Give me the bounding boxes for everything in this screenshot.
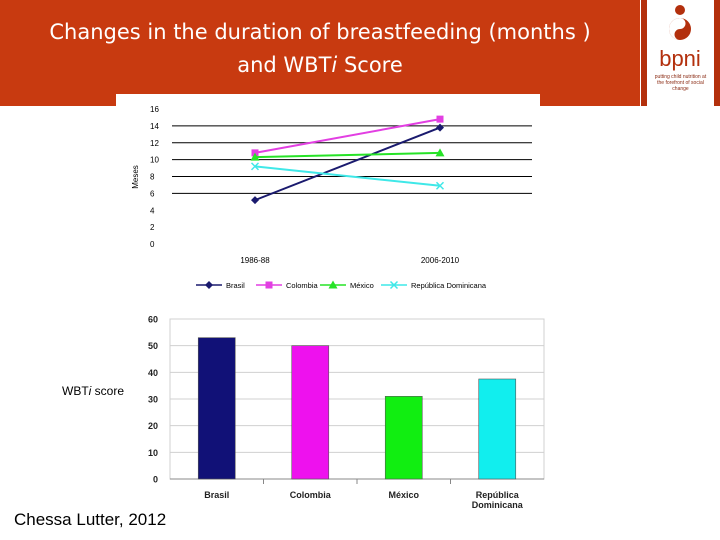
line-chart-xtick-label: 2006-2010 [421, 256, 460, 265]
logo-head-icon [675, 5, 685, 15]
bar-chart-xtick-label: República [476, 490, 520, 500]
line-chart-ytick-label: 10 [150, 156, 159, 165]
title-line-2: and WBTi Score [0, 49, 640, 82]
line-chart-marker [435, 181, 445, 190]
title-line-2-prefix: and WBT [237, 53, 332, 77]
citation: Chessa Lutter, 2012 [14, 510, 167, 529]
wbti-label-suffix: score [91, 384, 125, 398]
line-chart-ytick-label: 2 [150, 223, 155, 232]
bar-chart-bars [197, 337, 517, 480]
bar-chart-xtick-label: México [388, 490, 419, 500]
line-chart-marker [436, 115, 444, 123]
line-chart: Meses 0 2 4 6 8 10 12 14 16 1986-88 2006-2010 Bra… [116, 94, 540, 292]
line-chart-marker [435, 148, 445, 157]
bpni-logo-mark: bpni [659, 5, 701, 71]
line-chart-marker [205, 281, 213, 289]
bar-chart-xtick-label: Colombia [290, 490, 332, 500]
logo-yin-yang-swirl [669, 18, 686, 40]
bar-chart-bar [478, 378, 517, 480]
title-banner [0, 0, 640, 106]
line-chart-xticks: 1986-88 2006-2010 [240, 256, 459, 265]
line-chart-legend-label: México [350, 281, 374, 290]
line-chart-marker [265, 281, 273, 289]
line-chart-ytick-label: 16 [150, 105, 159, 114]
bar-chart-ytick-label: 0 [153, 475, 158, 485]
line-chart-ytick-label: 12 [150, 139, 159, 148]
line-chart-ytick-label: 4 [150, 206, 155, 215]
line-chart-yticks: 0 2 4 6 8 10 12 14 16 [150, 105, 159, 249]
wbti-label-prefix: WBT [62, 384, 89, 398]
line-chart-xtick-label: 1986-88 [240, 256, 270, 265]
line-chart-series-line [254, 126, 441, 202]
wbti-label-italic: i [88, 384, 92, 398]
bar-chart-xtick-label: Dominicana [472, 500, 524, 510]
logo-tagline: putting child nutrition at the forefront… [654, 74, 707, 92]
line-chart-marker [328, 280, 338, 289]
line-chart-series-line [254, 165, 441, 187]
line-chart-marker [389, 280, 399, 290]
bar-chart-ytick-label: 50 [148, 341, 158, 351]
bpni-logo: bpni putting child nutrition at the fore… [641, 0, 720, 106]
title-line-2-suffix: Score [337, 53, 403, 77]
line-chart-marker [250, 162, 260, 171]
bpni-logo-panel: bpni putting child nutrition at the fore… [647, 0, 714, 106]
line-chart-marker [250, 152, 260, 161]
bar-chart-bar [197, 337, 236, 480]
logo-text: bpni [659, 46, 701, 71]
title-line-1: Changes in the duration of breastfeeding… [49, 20, 591, 44]
line-chart-ytick-label: 14 [150, 122, 159, 131]
bar-chart-ytick-label: 40 [148, 368, 158, 378]
title-line-2-italic: i [331, 53, 338, 77]
bar-chart-bar [291, 345, 330, 480]
line-chart-legend: Brasil Colombia México República Dominicana [196, 280, 487, 290]
slide-title: Changes in the duration of breastfeeding… [0, 16, 640, 82]
bar-chart-ytick-label: 20 [148, 421, 158, 431]
bar-chart-bar [384, 396, 423, 480]
bar-chart-ytick-label: 60 [148, 315, 158, 325]
wbti-score-label: WBTi score [62, 384, 124, 398]
bar-chart-ytick-label: 10 [148, 448, 158, 458]
line-chart-legend-label: República Dominicana [411, 281, 487, 290]
line-chart-series [250, 115, 445, 205]
bar-chart-xtick-label: Brasil [204, 490, 229, 500]
line-chart-ytick-label: 0 [150, 240, 155, 249]
bar-chart-yticks: 0 10 20 30 40 50 60 [148, 315, 158, 485]
line-chart-series-line [254, 151, 441, 159]
bar-chart-ytick-label: 30 [148, 395, 158, 405]
line-chart-series-line [254, 118, 441, 154]
line-chart-legend-label: Colombia [286, 281, 319, 290]
bar-chart: 0 10 20 30 40 50 60 Brasil Colombia México Repúbl… [148, 315, 545, 510]
line-chart-ylabel: Meses [131, 165, 140, 189]
line-chart-ytick-label: 6 [150, 189, 155, 198]
line-chart-legend-label: Brasil [226, 281, 245, 290]
line-chart-marker [436, 123, 444, 132]
line-chart-ytick-label: 8 [150, 173, 155, 182]
line-chart-marker [251, 196, 259, 205]
